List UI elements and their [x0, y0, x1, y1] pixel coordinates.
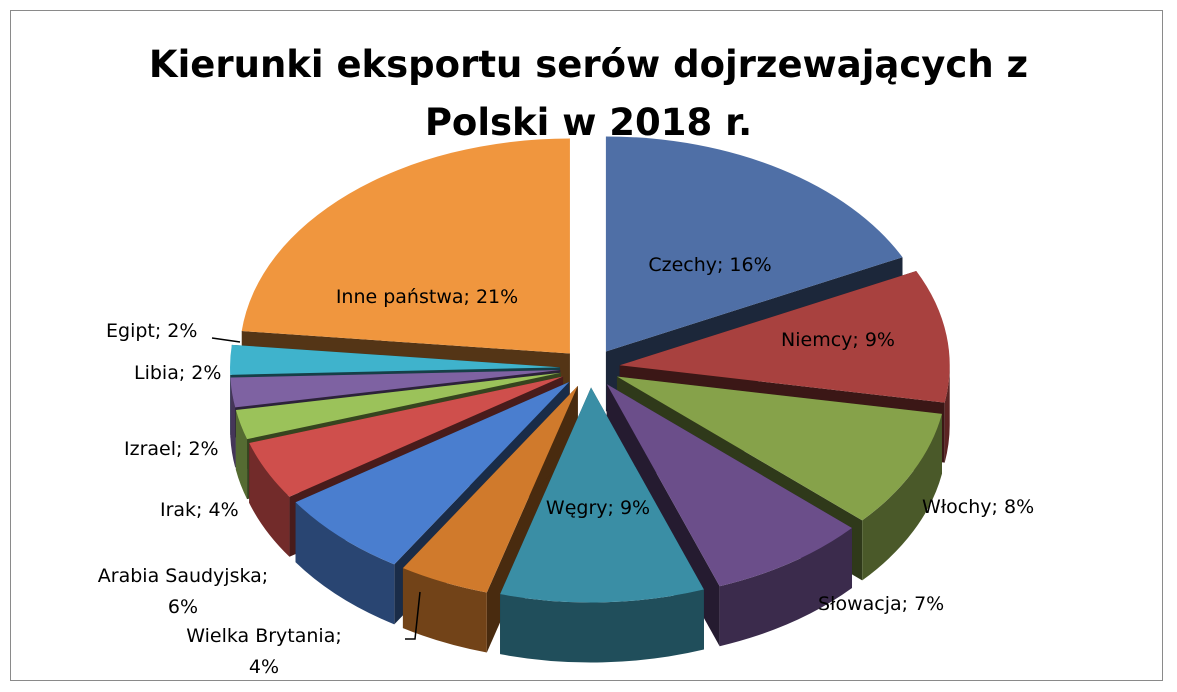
- chart-title-line-1: Kierunki eksportu serów dojrzewających z: [148, 43, 1029, 86]
- data-label-inne-panstwa: Inne państwa; 21%: [336, 286, 518, 308]
- leader-line-egipt: [211, 337, 241, 343]
- data-label-slowacja: Słowacja; 7%: [818, 593, 944, 615]
- data-label-arabia-saudyjska-line-2: 6%: [168, 596, 198, 618]
- data-label-libia: Libia; 2%: [134, 362, 221, 384]
- data-label-egipt: Egipt; 2%: [106, 320, 197, 342]
- pie-slice-slowacja: [606, 384, 853, 647]
- data-label-arabia-saudyjska-line-1: Arabia Saudyjska;: [98, 565, 268, 587]
- data-label-irak: Irak; 4%: [160, 499, 239, 521]
- data-label-czechy: Czechy; 16%: [648, 254, 771, 276]
- data-label-wlochy: Włochy; 8%: [922, 496, 1034, 518]
- data-label-izrael: Izrael; 2%: [124, 438, 219, 460]
- data-label-wielka-brytania-line-1: Wielka Brytania;: [186, 625, 342, 647]
- chart-title: Kierunki eksportu serów dojrzewających z…: [0, 36, 1177, 152]
- data-label-wielka-brytania-line-2: 4%: [249, 656, 279, 678]
- data-label-wegry: Węgry; 9%: [546, 497, 650, 519]
- data-label-niemcy: Niemcy; 9%: [781, 329, 895, 351]
- chart-title-line-2: Polski w 2018 r.: [424, 101, 753, 144]
- leader-line-wielka-brytania: [405, 591, 421, 640]
- pie-slice-wegry: [500, 387, 704, 663]
